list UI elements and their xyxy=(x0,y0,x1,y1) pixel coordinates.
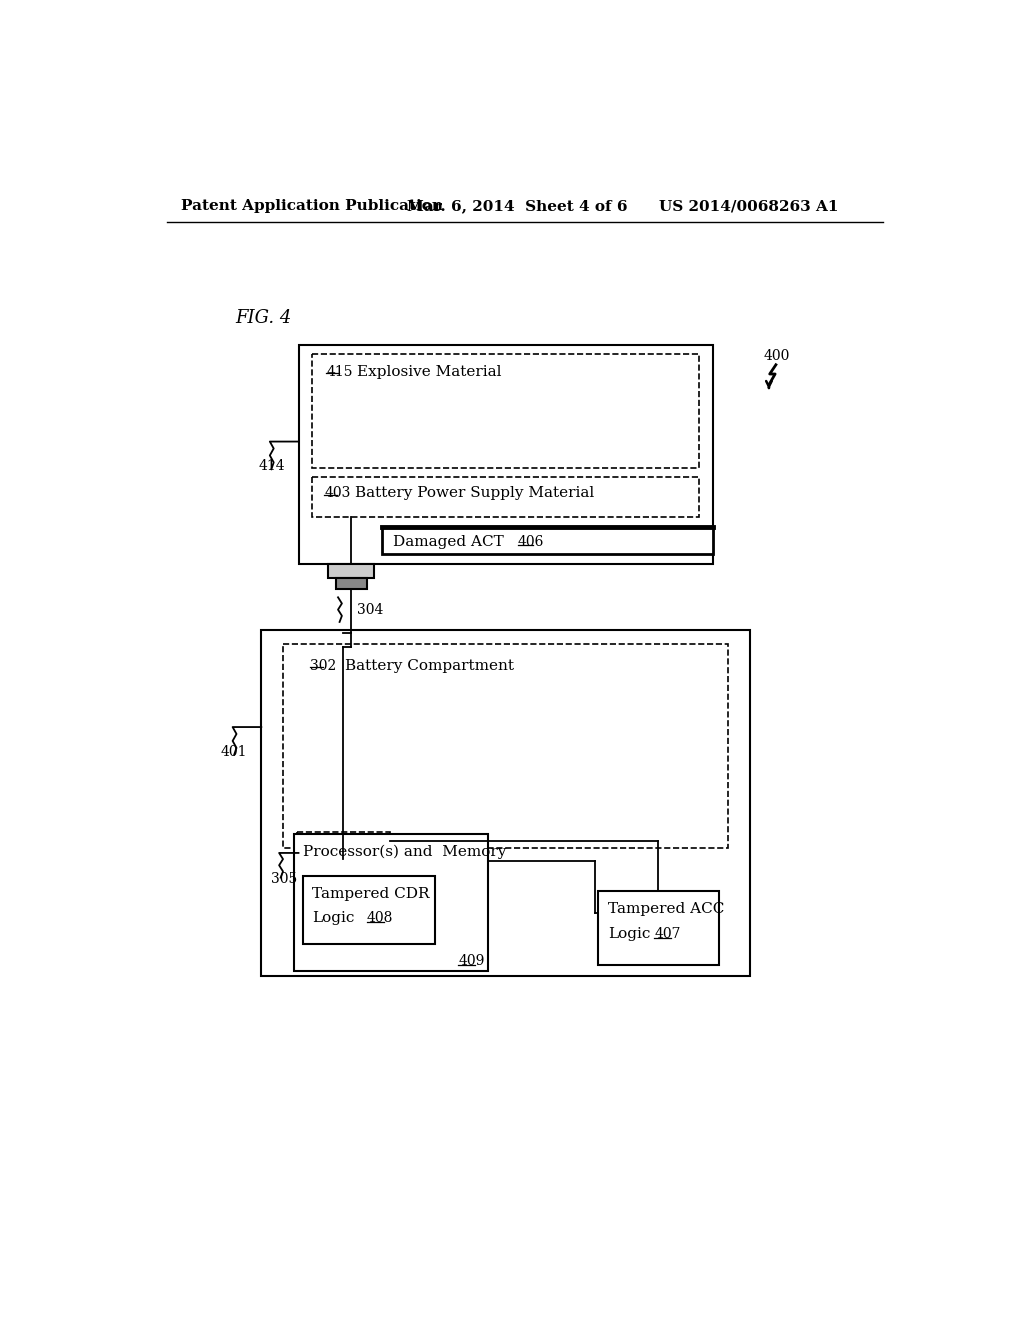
Text: 302: 302 xyxy=(310,659,336,673)
Bar xyxy=(283,644,728,847)
Bar xyxy=(299,345,713,564)
Text: 415: 415 xyxy=(327,364,353,379)
Bar xyxy=(294,834,487,970)
Text: 408: 408 xyxy=(367,911,393,925)
Bar xyxy=(261,630,750,977)
Bar xyxy=(336,578,367,589)
Text: Patent Application Publication: Patent Application Publication xyxy=(180,199,442,213)
Bar xyxy=(312,478,699,517)
Bar xyxy=(382,527,713,554)
Text: 400: 400 xyxy=(764,350,790,363)
Text: Mar. 6, 2014  Sheet 4 of 6: Mar. 6, 2014 Sheet 4 of 6 xyxy=(407,199,628,213)
Bar xyxy=(598,891,719,965)
Text: 304: 304 xyxy=(357,603,384,616)
Text: 305: 305 xyxy=(271,873,298,886)
Text: Battery Compartment: Battery Compartment xyxy=(345,659,514,673)
Text: Logic: Logic xyxy=(607,927,650,941)
Text: 401: 401 xyxy=(221,744,248,759)
Text: Explosive Material: Explosive Material xyxy=(357,364,502,379)
Bar xyxy=(297,832,390,859)
Text: Processor(s) and  Memory: Processor(s) and Memory xyxy=(303,845,507,859)
Text: Damaged ACT: Damaged ACT xyxy=(393,535,504,549)
Text: US 2014/0068263 A1: US 2014/0068263 A1 xyxy=(658,199,839,213)
Text: 414: 414 xyxy=(258,459,285,474)
Text: 407: 407 xyxy=(654,927,681,941)
Text: 406: 406 xyxy=(518,535,544,549)
Text: Tampered CDR: Tampered CDR xyxy=(312,887,430,900)
Bar xyxy=(303,876,435,944)
Text: 409: 409 xyxy=(458,954,484,968)
Text: FIG. 4: FIG. 4 xyxy=(234,309,291,326)
Bar xyxy=(328,564,375,578)
Text: Battery Power Supply Material: Battery Power Supply Material xyxy=(355,487,594,500)
Text: Tampered ACC: Tampered ACC xyxy=(607,903,724,916)
Text: Logic: Logic xyxy=(312,911,355,925)
Text: 403: 403 xyxy=(324,487,350,500)
Bar xyxy=(312,354,699,469)
